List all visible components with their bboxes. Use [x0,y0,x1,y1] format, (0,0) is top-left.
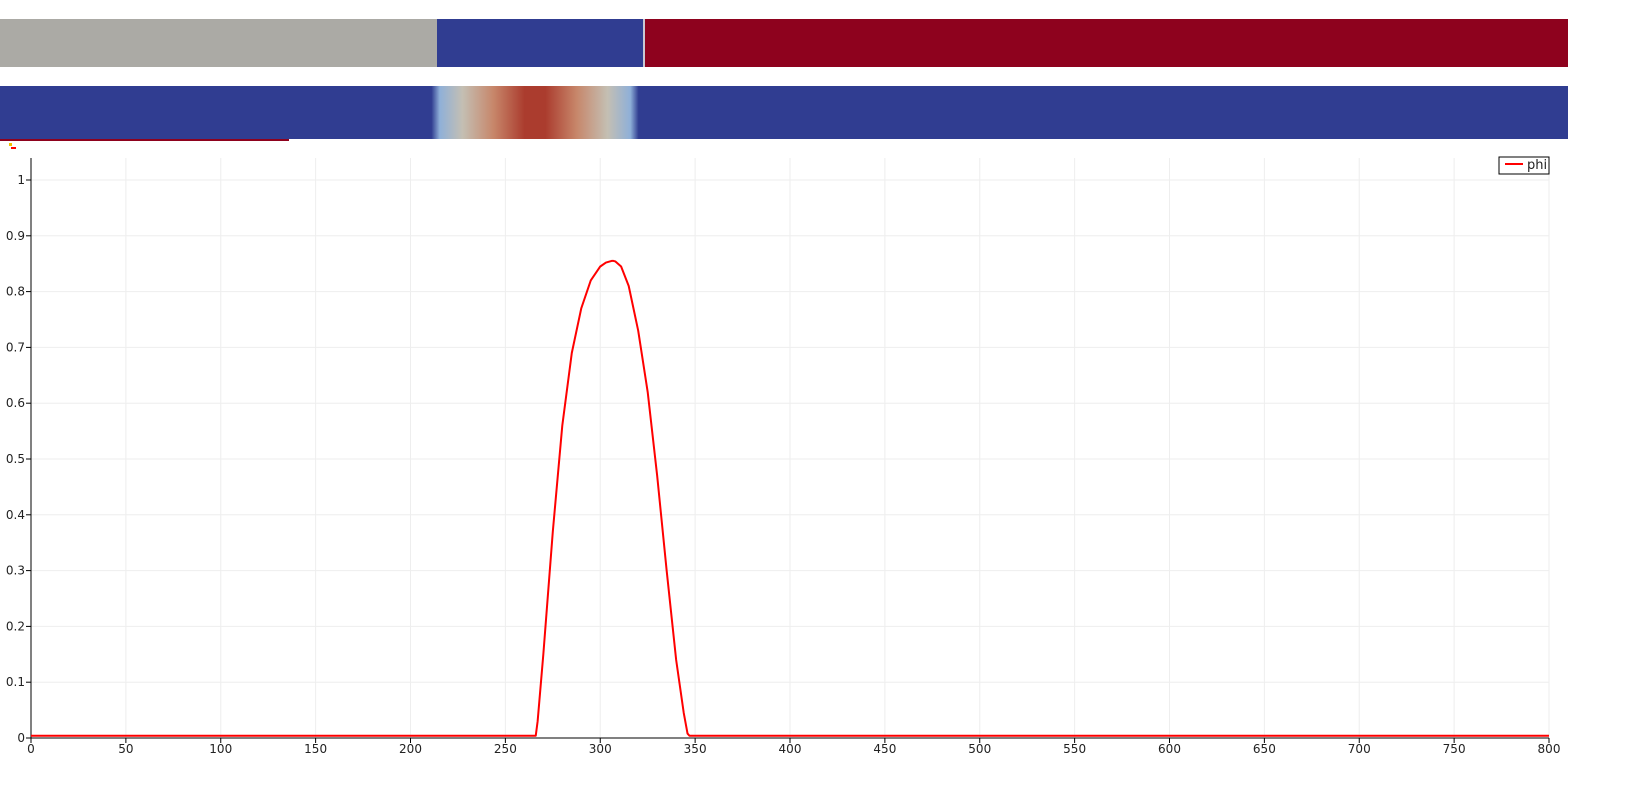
x-tick-label: 600 [1158,742,1181,756]
x-tick-label: 0 [27,742,35,756]
band-segment-red [644,19,1568,67]
legend-box [1498,156,1550,175]
y-tick-label: 0.1 [6,675,25,689]
y-tick-label: 0.2 [6,619,25,633]
x-tick-label: 50 [118,742,133,756]
x-tick-label: 300 [589,742,612,756]
scalar-field-band [0,86,1568,139]
y-tick-label: 0.6 [6,396,25,410]
band-segment-gray [0,19,438,67]
y-tick-label: 1 [17,173,25,187]
band-separator [643,19,646,67]
x-tick-label: 550 [1063,742,1086,756]
x-tick-label: 500 [968,742,991,756]
x-tick-label: 350 [684,742,707,756]
x-tick-label: 750 [1443,742,1466,756]
series-line-phi [31,259,1549,737]
x-tick-label: 650 [1253,742,1276,756]
red-marker-icon [11,147,16,149]
y-tick-label: 0.4 [6,508,25,522]
x-tick-label: 400 [779,742,802,756]
x-tick-label: 150 [304,742,327,756]
x-tick-label: 200 [399,742,422,756]
x-tick-label: 250 [494,742,517,756]
x-tick-label: 450 [873,742,896,756]
y-tick-label: 0 [17,731,25,745]
x-tick-label: 700 [1348,742,1371,756]
x-tick-label: 800 [1538,742,1561,756]
y-tick-label: 0.3 [6,564,25,578]
legend-label-phi: phi [1527,158,1547,173]
material-band [0,19,1568,67]
red-progress-line [0,139,289,141]
line-chart: 0 50 100 150 200 250 300 350 400 450 500 550 600 650 7… [6,156,1561,756]
y-tick-label: 0.8 [6,285,25,299]
y-tick-label: 0.9 [6,229,25,243]
band-segment-blue [437,19,645,67]
yellow-marker-icon [9,143,12,146]
y-tick-label: 0.5 [6,452,25,466]
x-tick-label: 100 [209,742,232,756]
y-tick-label: 0.7 [6,340,25,354]
